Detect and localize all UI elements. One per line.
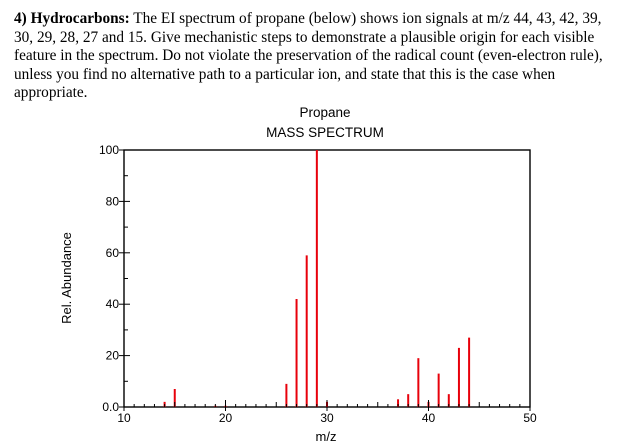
question-text: 4) Hydrocarbons: The EI spectrum of prop… (14, 10, 619, 103)
chart-title: Propane (299, 105, 350, 120)
peak-bars (163, 150, 471, 407)
x-tick-label: 50 (523, 411, 537, 425)
y-tick-label: 40 (106, 297, 120, 311)
x-tick-label: 30 (320, 411, 334, 425)
x-tick-label: 10 (117, 411, 131, 425)
x-tick-label: 20 (219, 411, 233, 425)
chart-subtitle: MASS SPECTRUM (266, 125, 384, 140)
question-body: The EI spectrum of propane (below) shows… (14, 10, 603, 102)
y-axis-label: Rel. Abundance (59, 232, 74, 324)
y-tick-label: 60 (106, 246, 120, 260)
y-tick-label: 100 (99, 143, 119, 157)
question-number: 4) Hydrocarbons: (14, 10, 130, 27)
x-axis-label: m/z (316, 429, 337, 444)
x-tick-label: 40 (422, 411, 436, 425)
y-tick-label: 20 (106, 349, 120, 363)
y-axis: 0.0 20 40 60 80 100 (99, 143, 130, 414)
y-tick-label: 0.0 (102, 400, 119, 414)
y-tick-label: 80 (106, 194, 120, 208)
x-axis: 10 20 30 40 50 (117, 400, 537, 425)
